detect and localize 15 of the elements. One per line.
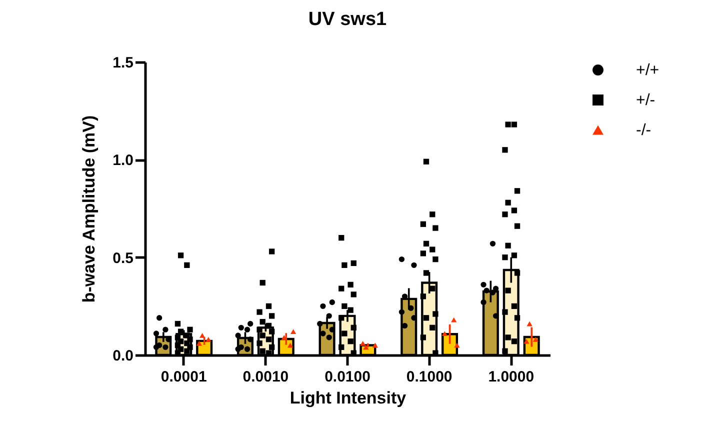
x-tick-label: 0.0010 <box>242 368 289 386</box>
x-tick-label: 1.0000 <box>488 368 534 386</box>
x-tick-label: 0.0100 <box>324 368 370 386</box>
y-tick-label: 1.0 <box>112 152 134 170</box>
x-axis-title: Light Intensity <box>290 388 407 408</box>
x-tick-label: 0.1000 <box>406 368 452 386</box>
legend-label: +/- <box>636 92 656 109</box>
y-tick-label: 0.5 <box>112 250 134 267</box>
y-tick-label: 0.0 <box>112 348 134 364</box>
x-tick-label: 0.0001 <box>160 368 207 386</box>
y-tick-label: 1.5 <box>112 54 134 72</box>
legend-label: +/+ <box>636 62 660 79</box>
y-axis-title: b-wave Amplitude (mV) <box>80 115 99 303</box>
legend-label: -/- <box>636 122 652 139</box>
chart-title: UV sws1 <box>308 9 388 30</box>
